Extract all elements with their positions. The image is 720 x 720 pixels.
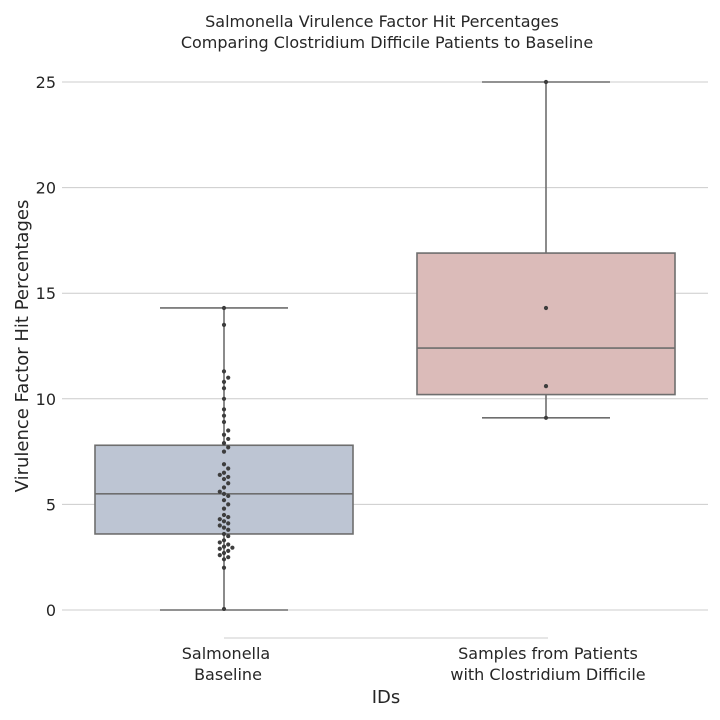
x-tick-label-2-line-2: with Clostridium Difficile <box>450 665 645 684</box>
data-point <box>217 540 222 545</box>
boxes <box>94 81 676 611</box>
data-point <box>221 512 227 518</box>
box-group-1 <box>94 307 354 611</box>
chart-title-line-1: Salmonella Virulence Factor Hit Percenta… <box>205 12 559 31</box>
data-point <box>221 531 227 537</box>
data-point <box>221 498 227 503</box>
data-point <box>226 533 231 539</box>
data-point <box>217 472 222 477</box>
data-point <box>221 369 227 374</box>
data-point <box>221 491 227 496</box>
data-point <box>226 542 231 547</box>
y-axis-label: Virulence Factor Hit Percentages <box>12 200 33 493</box>
data-point <box>226 502 231 507</box>
data-point <box>221 432 227 437</box>
data-point <box>226 548 231 553</box>
data-point <box>221 550 227 556</box>
data-point <box>221 470 227 475</box>
data-point <box>221 506 227 511</box>
data-point <box>226 555 231 560</box>
data-point <box>226 466 231 471</box>
x-tick-label-1-line-1: Salmonella <box>182 644 270 663</box>
box-iqr <box>94 444 354 535</box>
data-point <box>221 485 227 490</box>
data-point <box>221 379 227 385</box>
y-tick-label-25: 25 <box>36 73 56 92</box>
y-tick-label-20: 20 <box>36 179 56 198</box>
x-tick-label-2-line-1: Samples from Patients <box>458 644 638 663</box>
data-point <box>226 481 231 486</box>
data-point <box>221 519 227 524</box>
data-point <box>221 386 227 391</box>
x-tick-label-1-line-2: Baseline <box>194 665 262 684</box>
data-point <box>226 474 231 480</box>
data-point <box>226 514 231 520</box>
data-point <box>543 415 549 420</box>
data-point <box>221 606 227 612</box>
data-point <box>217 552 222 558</box>
data-point <box>226 527 231 532</box>
y-tick-label-10: 10 <box>36 390 56 409</box>
data-point <box>543 384 549 389</box>
data-points <box>217 79 549 612</box>
data-point <box>543 305 549 311</box>
data-point <box>230 545 235 550</box>
data-point <box>217 546 222 551</box>
data-point <box>221 476 227 482</box>
y-tick-label-15: 15 <box>36 284 56 303</box>
x-tick-labels: Salmonella Baseline Samples from Patients w… <box>182 644 646 684</box>
box-group-2 <box>416 81 676 419</box>
data-point <box>217 517 222 522</box>
data-point <box>221 565 227 570</box>
data-point <box>226 493 231 499</box>
x-axis-label: IDs <box>372 687 401 708</box>
box-iqr <box>416 252 676 396</box>
data-point <box>226 428 231 433</box>
data-point <box>221 525 227 530</box>
y-tick-label-0: 0 <box>46 601 56 620</box>
data-point <box>221 538 227 543</box>
data-point <box>221 305 227 311</box>
data-point <box>221 557 227 562</box>
data-point <box>226 375 231 380</box>
data-point <box>221 462 227 467</box>
data-point <box>221 396 227 401</box>
data-point <box>217 489 222 494</box>
data-point <box>221 322 227 327</box>
y-tick-labels: 0 5 10 15 20 25 <box>36 73 56 620</box>
chart-title-line-2: Comparing Clostridium Difficile Patients… <box>181 33 593 52</box>
data-point <box>226 436 231 442</box>
data-point <box>221 407 227 412</box>
y-tick-label-5: 5 <box>46 495 56 514</box>
data-point <box>221 449 227 454</box>
data-point <box>217 523 222 528</box>
data-point <box>221 413 227 418</box>
data-point <box>221 419 227 425</box>
data-point <box>226 445 231 450</box>
data-point <box>221 544 227 549</box>
data-point <box>226 521 231 526</box>
data-point <box>221 441 227 446</box>
data-point <box>543 79 549 85</box>
